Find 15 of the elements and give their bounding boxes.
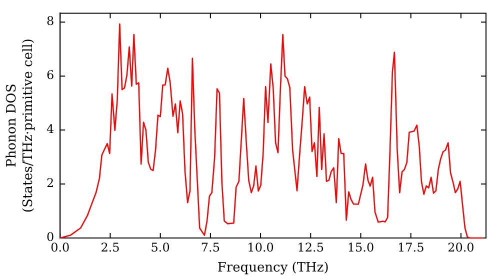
y-axis-title: Phonon DOS (States/THz·primitive cell) [4, 38, 36, 213]
y-tick-label: 8 [46, 14, 54, 28]
x-tick-label: 17.5 [397, 240, 424, 254]
x-tick-label: 20.0 [448, 240, 474, 254]
x-tick-label: 2.5 [100, 240, 120, 254]
x-tick-label: 7.5 [200, 240, 220, 254]
x-tick-label: 5.0 [150, 240, 170, 254]
x-tick-label: 15.0 [347, 240, 374, 254]
y-tick-label: 4 [46, 122, 54, 136]
y-tick-label: 2 [46, 176, 54, 190]
x-tick-label: 12.5 [297, 240, 324, 254]
x-axis-title: Frequency (THz) [217, 260, 329, 276]
x-tick-label: 0.0 [50, 240, 70, 254]
y-tick-label: 6 [46, 68, 54, 82]
x-tick-label: 10.0 [247, 240, 274, 254]
